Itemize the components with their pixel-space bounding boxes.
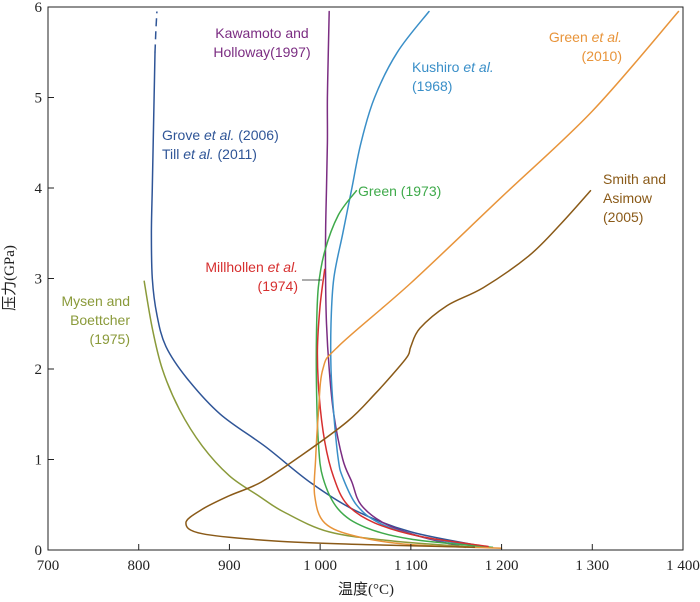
series-line-6 xyxy=(313,10,680,549)
y-tick-label: 6 xyxy=(35,0,43,16)
curve-label-text: et al. xyxy=(268,259,298,275)
curve-label-text: Grove xyxy=(162,127,204,143)
curve-label-kawamoto: Kawamoto and Holloway(1997) xyxy=(213,25,310,60)
curve-label-text: (1974) xyxy=(258,278,298,294)
curve-label-text: et al. xyxy=(204,127,234,143)
x-tick-label: 1 000 xyxy=(303,558,337,574)
curves-layer xyxy=(143,10,680,549)
curve-label-text: et al. xyxy=(592,29,622,45)
y-tick-label: 5 xyxy=(35,91,43,107)
series-dashed-extension-0 xyxy=(154,11,158,53)
plot-frame xyxy=(47,6,684,551)
curve-label-mysen: Mysen and Boettcher (1975) xyxy=(62,293,131,347)
curve-label-text: Mysen and xyxy=(62,293,130,309)
series-line-2 xyxy=(329,10,485,549)
curve-label-text: et al. xyxy=(463,59,493,75)
curve-label-text: Smith and xyxy=(603,171,666,187)
x-tick-label: 800 xyxy=(127,558,150,574)
curve-label-text: Kawamoto and xyxy=(215,25,308,41)
curve-label-text: Boettcher xyxy=(70,312,130,328)
x-tick-label: 1 300 xyxy=(575,558,609,574)
series-line-0 xyxy=(150,51,485,548)
curve-label-text: Asimow xyxy=(603,190,653,206)
x-tick-label: 900 xyxy=(218,558,241,574)
y-axis-title: 压力(GPa) xyxy=(1,245,18,311)
curve-label-text: (2006) xyxy=(234,127,278,143)
curve-label-text: (1975) xyxy=(90,331,130,347)
curve-labels: Grove et al. (2006) Till et al. (2011) Kaw… xyxy=(62,25,667,347)
y-tick-label: 2 xyxy=(35,362,43,378)
x-tick-label: 1 100 xyxy=(394,558,428,574)
curve-label-text: (2010) xyxy=(582,48,622,64)
curve-label-text: Holloway(1997) xyxy=(213,44,310,60)
curve-label-text: (1968) xyxy=(412,78,452,94)
x-tick-label: 1 400 xyxy=(666,558,700,574)
y-tick-label: 0 xyxy=(35,543,43,559)
curve-label-text: Till xyxy=(162,146,183,162)
y-tick-label: 1 xyxy=(35,453,43,469)
curve-label-millhollen: Millhollen et al. (1974) xyxy=(205,259,298,294)
curve-label-text: Kushiro xyxy=(412,59,463,75)
curve-label-green1973: Green (1973) xyxy=(358,183,441,199)
x-tick-label: 1 200 xyxy=(485,558,519,574)
series-line-1 xyxy=(324,10,467,549)
x-axis-title: 温度(°C) xyxy=(338,581,394,598)
series-line-3 xyxy=(315,189,494,549)
x-tick-label: 700 xyxy=(37,558,60,574)
curve-label-text: (2005) xyxy=(603,209,643,225)
curve-label-text: et al. xyxy=(183,146,213,162)
series-line-4 xyxy=(316,268,489,548)
series-line-7 xyxy=(185,189,592,549)
curve-label-smith: Smith and Asimow (2005) xyxy=(603,171,666,225)
y-tick-label: 3 xyxy=(35,272,43,288)
series-line-5 xyxy=(143,280,476,549)
curve-label-kushiro: Kushiro et al. (1968) xyxy=(412,59,494,94)
axis-ticks: 700 800 900 1 000 1 100 1 200 1 300 1 400 0 1 2 3 4 5… xyxy=(35,0,700,574)
y-tick-label: 4 xyxy=(35,181,43,197)
curve-label-green2010: Green et al. (2010) xyxy=(549,29,622,64)
curve-label-text: Green (1973) xyxy=(358,183,441,199)
curve-label-text: (2011) xyxy=(214,146,257,162)
curve-label-grove: Grove et al. (2006) Till et al. (2011) xyxy=(162,127,279,162)
curve-label-text: Green xyxy=(549,29,592,45)
curve-label-text: Millhollen xyxy=(205,259,267,275)
